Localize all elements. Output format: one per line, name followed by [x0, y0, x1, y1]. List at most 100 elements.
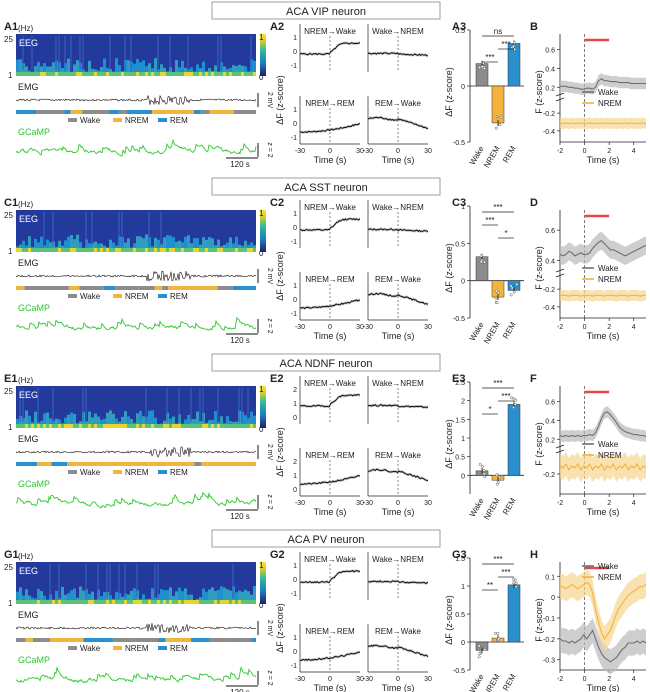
- eeg-label: EEG: [19, 214, 38, 224]
- row-title-box: [211, 177, 441, 196]
- spectrogram-column: [115, 418, 118, 428]
- spectrogram-column: [103, 600, 106, 604]
- spectrogram-column: [40, 424, 43, 428]
- spectrogram-column: [184, 248, 187, 252]
- spectrogram-column: [187, 594, 190, 604]
- spectrogram-column: [199, 72, 202, 76]
- spectrogram-column: [217, 239, 220, 252]
- spectrogram-column: [109, 564, 111, 598]
- spectrogram-column: [49, 418, 52, 428]
- data-point: [513, 41, 516, 45]
- spectrogram-column: [91, 417, 94, 428]
- legend-label: REM: [170, 292, 188, 301]
- emg-label: EMG: [18, 82, 39, 92]
- spectrogram-column: [49, 248, 52, 252]
- spectrogram-column: [70, 600, 73, 604]
- spectrogram-column: [148, 248, 151, 252]
- gcamp-label: GCaMP: [18, 127, 50, 137]
- legend-swatch: [68, 118, 77, 122]
- spectrogram-column: [73, 588, 76, 604]
- emg-label: EMG: [18, 434, 39, 444]
- spectrogram-column: [40, 66, 43, 76]
- spectrogram-column: [187, 235, 190, 252]
- transition-panel: Wake→NREM: [367, 200, 429, 248]
- spectrogram-column: [109, 410, 112, 428]
- spectrogram-column: [160, 72, 163, 76]
- colorbar-bottom-label: 0: [259, 601, 264, 610]
- spectrogram-column: [55, 418, 58, 428]
- avg-ytick: 0.6: [545, 228, 555, 235]
- spectrogram-column: [157, 600, 160, 604]
- spectrogram-column: [52, 241, 55, 252]
- hypnogram-segment: [245, 462, 256, 466]
- spectrogram-column: [40, 72, 43, 76]
- transition-trace: [367, 292, 429, 305]
- bar-ylabel: ΔF (z-score): [444, 67, 454, 117]
- panel-label: A1: [4, 21, 18, 33]
- spectrogram-column: [244, 72, 247, 76]
- spectrogram-column: [121, 600, 124, 604]
- spectrogram-column: [241, 388, 243, 422]
- spectrogram-column: [115, 248, 118, 252]
- spectrogram-column: [28, 415, 31, 428]
- avg-xtick: -2: [557, 324, 563, 331]
- spectrogram-column: [37, 600, 40, 604]
- spectrogram-column: [79, 72, 82, 76]
- sig-label: ***: [501, 392, 510, 401]
- transition-title: Wake→NREM: [372, 203, 424, 212]
- spectrogram-column: [94, 241, 97, 252]
- transition-trace: [367, 228, 429, 233]
- spectrogram-column: [61, 72, 64, 76]
- legend-swatch: [113, 294, 122, 298]
- gcamp-label: GCaMP: [18, 479, 50, 489]
- spectrogram-column: [250, 411, 253, 428]
- spectrogram-column: [103, 58, 106, 76]
- spectrogram-column: [67, 424, 70, 428]
- spectrogram-column: [154, 417, 157, 428]
- spectrogram-column: [214, 590, 217, 604]
- hypnogram-segment: [232, 286, 256, 290]
- spectrogram-column: [217, 600, 220, 604]
- spectrogram-column: [220, 36, 222, 70]
- spectrogram-column: [253, 248, 256, 252]
- legend-label: REM: [170, 644, 188, 653]
- spectrogram-column: [97, 416, 100, 428]
- trans-xlabel: Time (s): [314, 155, 347, 165]
- spectrogram-column: [19, 388, 21, 422]
- emg-scale-label: 2 mV: [266, 620, 273, 637]
- spectrogram-column: [25, 410, 28, 428]
- spectrogram-column: [169, 587, 172, 604]
- spectrogram-column: [250, 424, 253, 428]
- trans-ytick: 2: [293, 459, 297, 466]
- hypnogram-segment: [118, 110, 127, 114]
- transition-trace: [367, 116, 429, 130]
- spectrogram-column: [133, 63, 136, 76]
- transition-title: NREM→Wake: [304, 27, 356, 36]
- spectrogram-column: [70, 590, 73, 604]
- spectrogram-column: [67, 414, 70, 428]
- spectrogram-column: [145, 234, 148, 252]
- spectrogram-column: [217, 248, 220, 252]
- legend-label: NREM: [125, 116, 149, 125]
- avg-legend-label: NREM: [598, 451, 622, 460]
- freq-25-label: 25: [4, 387, 13, 396]
- trans-ytick: 1: [293, 635, 297, 642]
- spectrogram-column: [247, 600, 250, 604]
- avg-ylabel: F (z-score): [534, 422, 544, 466]
- spectrogram-column: [229, 590, 232, 604]
- data-point: [498, 123, 502, 126]
- spectrogram-column: [127, 60, 130, 76]
- spectrogram-column: [46, 239, 49, 252]
- spectrogram-column: [247, 418, 250, 428]
- spectrogram-column: [181, 242, 184, 252]
- avg-ytick: 0: [551, 595, 555, 602]
- hypnogram-segment: [125, 462, 133, 466]
- spectrogram-column: [151, 410, 154, 428]
- bar-ytick: 2: [461, 399, 465, 406]
- spectrogram-column: [124, 424, 127, 428]
- spectrogram-column: [118, 564, 120, 598]
- spectrogram-column: [172, 424, 175, 428]
- spectrogram-column: [52, 72, 55, 76]
- hypnogram-segment: [36, 110, 65, 114]
- row-title-box: [211, 353, 441, 372]
